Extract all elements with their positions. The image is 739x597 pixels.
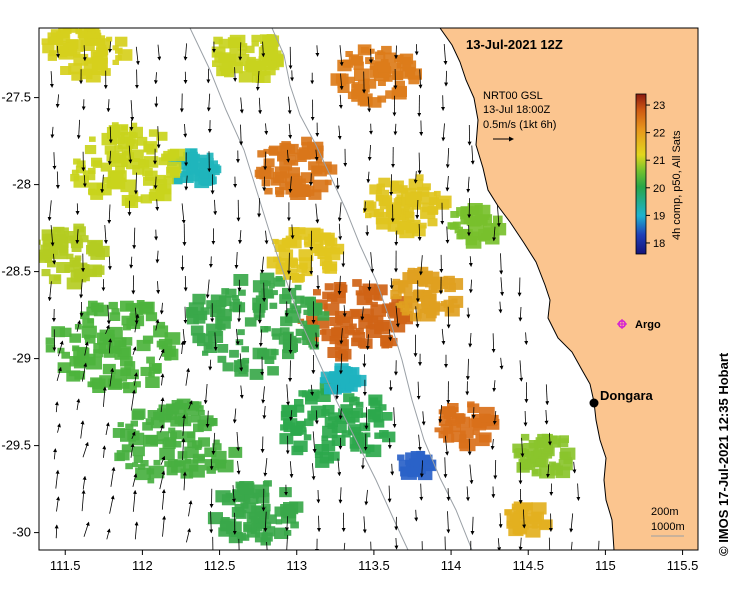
colorbar-tick-label: 22 bbox=[653, 128, 665, 140]
credit-text: © IMOS 17-Jul-2021 12:35 Hobart bbox=[716, 352, 731, 556]
current-label-line3: 0.5m/s (1kt 6h) bbox=[483, 119, 556, 131]
colorbar bbox=[636, 94, 646, 254]
colorbar-tick-label: 18 bbox=[653, 238, 665, 250]
y-tick-label: -30 bbox=[12, 525, 31, 540]
y-tick-label: -28 bbox=[12, 177, 31, 192]
x-tick-label: 113 bbox=[286, 558, 307, 573]
contour-label-1000m: 1000m bbox=[651, 521, 685, 533]
x-tick-label: 114.5 bbox=[512, 558, 544, 573]
x-tick-label: 113.5 bbox=[358, 558, 390, 573]
x-tick-label: 112 bbox=[132, 558, 153, 573]
x-tick-label: 111.5 bbox=[50, 558, 81, 573]
x-tick-label: 114 bbox=[441, 558, 462, 573]
x-axis: 111.5 112 112.5 113 113.5 114 114.5 115 115.5 bbox=[50, 550, 698, 573]
x-tick-label: 115.5 bbox=[667, 558, 699, 573]
x-tick-label: 115 bbox=[595, 558, 616, 573]
date-title: 13-Jul-2021 12Z bbox=[466, 37, 563, 52]
current-label-line2: 13-Jul 18:00Z bbox=[483, 104, 551, 116]
y-tick-label: -27.5 bbox=[1, 90, 31, 105]
place-dongara: Dongara bbox=[600, 388, 654, 403]
colorbar-tick-label: 20 bbox=[653, 183, 665, 195]
colorbar-tick-label: 21 bbox=[653, 155, 665, 167]
contour-label-200m: 200m bbox=[651, 506, 679, 518]
y-tick-label: -29 bbox=[12, 351, 31, 366]
colorbar-label: 4h comp, p50, All Sats bbox=[671, 130, 683, 240]
y-axis: -27.5 -28 -28.5 -29 -29.5 -30 bbox=[1, 90, 39, 540]
y-tick-label: -29.5 bbox=[1, 438, 31, 453]
y-tick-label: -28.5 bbox=[1, 264, 31, 279]
dongara-marker bbox=[590, 399, 599, 408]
place-argo: Argo bbox=[635, 319, 661, 331]
x-tick-label: 112.5 bbox=[204, 558, 236, 573]
current-label-line1: NRT00 GSL bbox=[483, 90, 543, 102]
colorbar-tick-label: 19 bbox=[653, 210, 665, 222]
colorbar-tick-label: 23 bbox=[653, 100, 665, 112]
